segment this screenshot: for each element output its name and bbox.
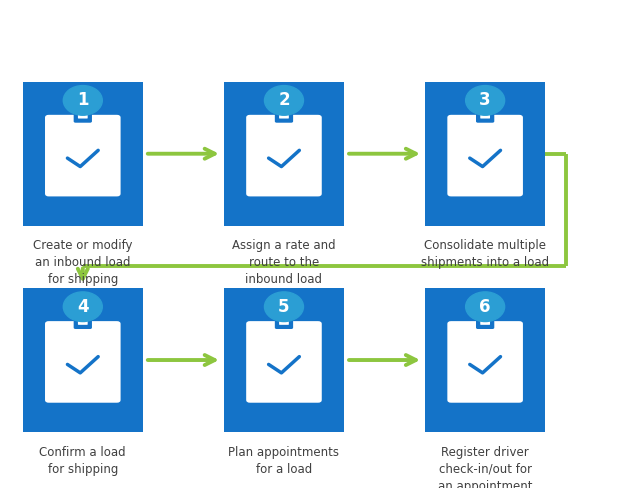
FancyBboxPatch shape bbox=[447, 321, 523, 403]
FancyBboxPatch shape bbox=[23, 288, 142, 432]
FancyBboxPatch shape bbox=[246, 321, 322, 403]
Text: 5: 5 bbox=[278, 298, 290, 316]
Text: Assign a rate and
route to the
inbound load: Assign a rate and route to the inbound l… bbox=[232, 240, 336, 286]
FancyBboxPatch shape bbox=[78, 112, 88, 119]
FancyBboxPatch shape bbox=[425, 82, 545, 225]
FancyBboxPatch shape bbox=[246, 115, 322, 196]
FancyBboxPatch shape bbox=[224, 288, 344, 432]
Text: 2: 2 bbox=[278, 91, 290, 109]
Circle shape bbox=[465, 85, 505, 115]
Text: 1: 1 bbox=[77, 91, 88, 109]
FancyBboxPatch shape bbox=[74, 314, 92, 329]
FancyBboxPatch shape bbox=[224, 82, 344, 225]
FancyBboxPatch shape bbox=[78, 318, 88, 325]
Text: Register driver
check-in/out for
an appointment: Register driver check-in/out for an appo… bbox=[438, 446, 532, 488]
Text: Confirm a load
for shipping: Confirm a load for shipping bbox=[39, 446, 126, 476]
FancyBboxPatch shape bbox=[476, 314, 494, 329]
FancyBboxPatch shape bbox=[275, 108, 293, 122]
Text: Consolidate multiple
shipments into a load: Consolidate multiple shipments into a lo… bbox=[421, 240, 549, 269]
FancyBboxPatch shape bbox=[279, 318, 289, 325]
Text: Create or modify
an inbound load
for shipping: Create or modify an inbound load for shi… bbox=[33, 240, 133, 286]
FancyBboxPatch shape bbox=[480, 318, 490, 325]
Circle shape bbox=[264, 85, 304, 115]
FancyBboxPatch shape bbox=[425, 288, 545, 432]
Circle shape bbox=[64, 85, 102, 115]
FancyBboxPatch shape bbox=[45, 321, 121, 403]
FancyBboxPatch shape bbox=[480, 112, 490, 119]
Text: 4: 4 bbox=[77, 298, 89, 316]
Text: 3: 3 bbox=[479, 91, 491, 109]
Text: 6: 6 bbox=[479, 298, 491, 316]
FancyBboxPatch shape bbox=[23, 82, 142, 225]
Circle shape bbox=[64, 292, 102, 322]
Text: Plan appointments
for a load: Plan appointments for a load bbox=[229, 446, 340, 476]
FancyBboxPatch shape bbox=[45, 115, 121, 196]
Circle shape bbox=[264, 292, 304, 322]
FancyBboxPatch shape bbox=[279, 112, 289, 119]
FancyBboxPatch shape bbox=[476, 108, 494, 122]
Circle shape bbox=[465, 292, 505, 322]
FancyBboxPatch shape bbox=[447, 115, 523, 196]
FancyBboxPatch shape bbox=[275, 314, 293, 329]
FancyBboxPatch shape bbox=[74, 108, 92, 122]
